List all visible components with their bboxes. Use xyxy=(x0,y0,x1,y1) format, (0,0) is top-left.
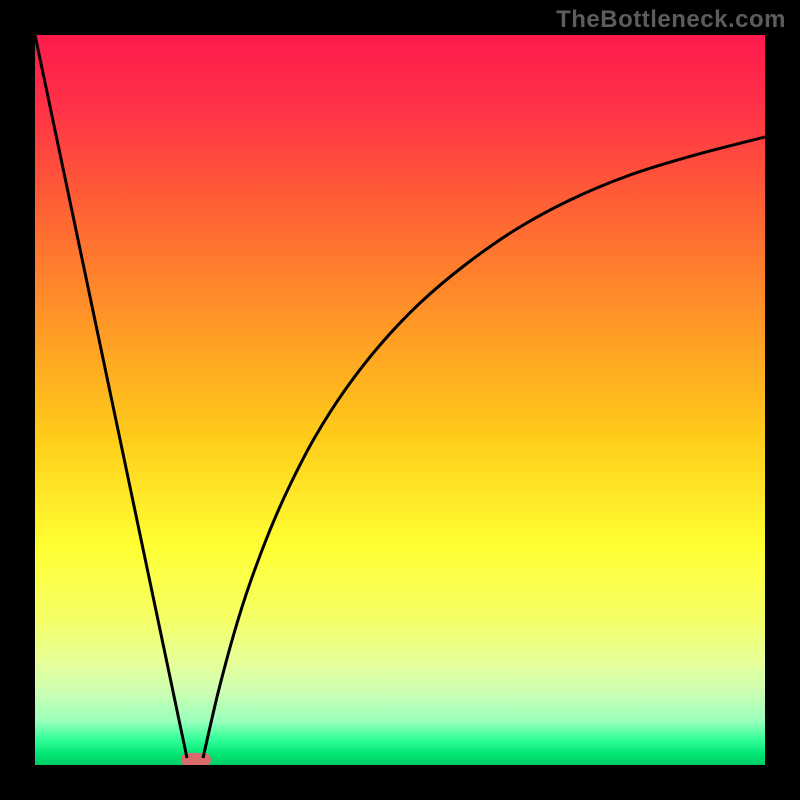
right-curve xyxy=(203,137,765,758)
chart-container: TheBottleneck.com xyxy=(0,0,800,800)
left-line xyxy=(35,35,187,758)
watermark-text: TheBottleneck.com xyxy=(556,6,786,34)
plot-area xyxy=(35,35,765,765)
curve-layer xyxy=(35,35,765,765)
